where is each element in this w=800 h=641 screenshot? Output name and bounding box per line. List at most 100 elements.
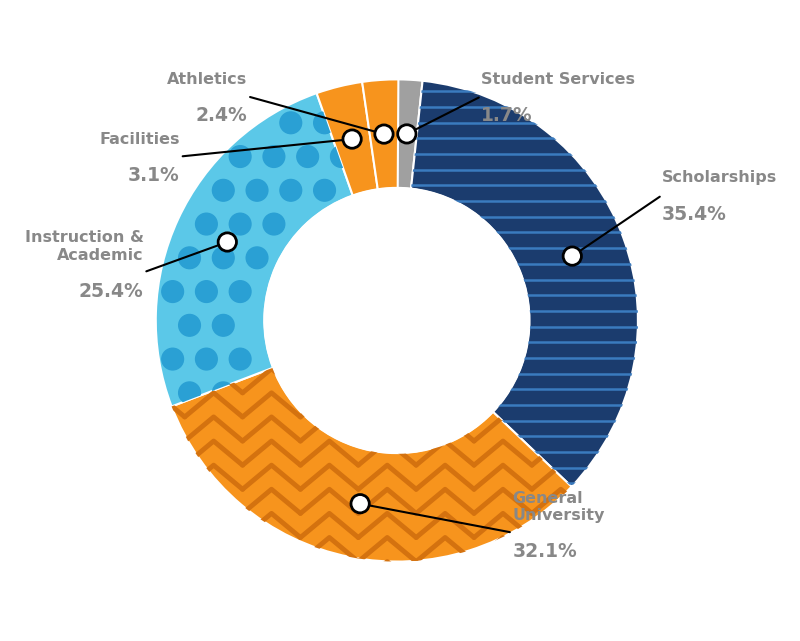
- Circle shape: [263, 483, 285, 505]
- Circle shape: [398, 125, 416, 143]
- Circle shape: [213, 179, 234, 201]
- Circle shape: [533, 416, 554, 437]
- Circle shape: [347, 517, 369, 538]
- Wedge shape: [397, 79, 422, 188]
- Circle shape: [449, 449, 470, 471]
- Circle shape: [499, 213, 521, 235]
- Circle shape: [213, 382, 234, 404]
- Circle shape: [280, 179, 302, 201]
- Circle shape: [533, 483, 554, 505]
- Circle shape: [280, 112, 302, 133]
- Text: 32.1%: 32.1%: [513, 542, 578, 562]
- Circle shape: [482, 449, 504, 471]
- Circle shape: [263, 146, 285, 167]
- Text: 3.1%: 3.1%: [128, 166, 180, 185]
- Text: Scholarships: Scholarships: [662, 171, 778, 185]
- Circle shape: [584, 315, 606, 336]
- Circle shape: [533, 213, 554, 235]
- Circle shape: [343, 130, 362, 148]
- Circle shape: [375, 125, 393, 143]
- Circle shape: [482, 112, 504, 133]
- Circle shape: [195, 213, 218, 235]
- Circle shape: [550, 179, 572, 201]
- Circle shape: [213, 449, 234, 471]
- Circle shape: [213, 247, 234, 269]
- Circle shape: [314, 517, 335, 538]
- Circle shape: [162, 281, 183, 303]
- Circle shape: [499, 483, 521, 505]
- Circle shape: [516, 382, 538, 404]
- Text: 1.7%: 1.7%: [482, 106, 533, 125]
- Circle shape: [213, 315, 234, 336]
- Circle shape: [415, 112, 437, 133]
- Circle shape: [415, 517, 437, 538]
- Circle shape: [297, 483, 318, 505]
- Circle shape: [563, 247, 582, 265]
- Circle shape: [364, 483, 386, 505]
- Circle shape: [364, 146, 386, 167]
- Circle shape: [230, 213, 251, 235]
- Circle shape: [246, 179, 268, 201]
- Circle shape: [516, 247, 538, 269]
- Circle shape: [314, 179, 335, 201]
- Circle shape: [351, 495, 370, 513]
- Circle shape: [246, 449, 268, 471]
- Text: General
University: General University: [513, 490, 605, 523]
- Circle shape: [499, 416, 521, 437]
- Circle shape: [178, 315, 200, 336]
- Text: Instruction &
Academic: Instruction & Academic: [25, 230, 144, 263]
- Text: Student Services: Student Services: [482, 72, 635, 87]
- Circle shape: [533, 281, 554, 303]
- Circle shape: [466, 483, 487, 505]
- Circle shape: [601, 348, 622, 370]
- Circle shape: [195, 281, 218, 303]
- Circle shape: [178, 247, 200, 269]
- Circle shape: [567, 213, 589, 235]
- Circle shape: [499, 146, 521, 167]
- Circle shape: [482, 179, 504, 201]
- Circle shape: [230, 416, 251, 437]
- Circle shape: [314, 112, 335, 133]
- Circle shape: [280, 449, 302, 471]
- Circle shape: [550, 247, 572, 269]
- Circle shape: [218, 233, 237, 251]
- Wedge shape: [411, 81, 638, 487]
- Circle shape: [195, 348, 218, 370]
- Circle shape: [584, 247, 606, 269]
- Text: Athletics: Athletics: [167, 72, 247, 87]
- Circle shape: [314, 449, 335, 471]
- Circle shape: [195, 416, 218, 437]
- Circle shape: [347, 449, 369, 471]
- Circle shape: [347, 112, 369, 133]
- Wedge shape: [317, 82, 378, 196]
- Circle shape: [330, 483, 352, 505]
- Text: Facilities: Facilities: [99, 132, 180, 147]
- Wedge shape: [156, 93, 353, 406]
- Circle shape: [263, 416, 285, 437]
- Circle shape: [449, 179, 470, 201]
- Text: 25.4%: 25.4%: [79, 282, 144, 301]
- Circle shape: [550, 315, 572, 336]
- Circle shape: [584, 382, 606, 404]
- Text: 2.4%: 2.4%: [196, 106, 247, 125]
- Circle shape: [601, 281, 622, 303]
- Wedge shape: [362, 79, 398, 189]
- Circle shape: [382, 517, 403, 538]
- Circle shape: [382, 112, 403, 133]
- Circle shape: [567, 281, 589, 303]
- Circle shape: [398, 146, 420, 167]
- Circle shape: [432, 483, 454, 505]
- Circle shape: [246, 247, 268, 269]
- Circle shape: [449, 517, 470, 538]
- Circle shape: [432, 146, 454, 167]
- Circle shape: [567, 416, 589, 437]
- Circle shape: [550, 449, 572, 471]
- Circle shape: [230, 281, 251, 303]
- Circle shape: [246, 382, 268, 404]
- Circle shape: [516, 449, 538, 471]
- Circle shape: [178, 382, 200, 404]
- Circle shape: [230, 146, 251, 167]
- Circle shape: [550, 382, 572, 404]
- Circle shape: [264, 188, 530, 453]
- Circle shape: [466, 146, 487, 167]
